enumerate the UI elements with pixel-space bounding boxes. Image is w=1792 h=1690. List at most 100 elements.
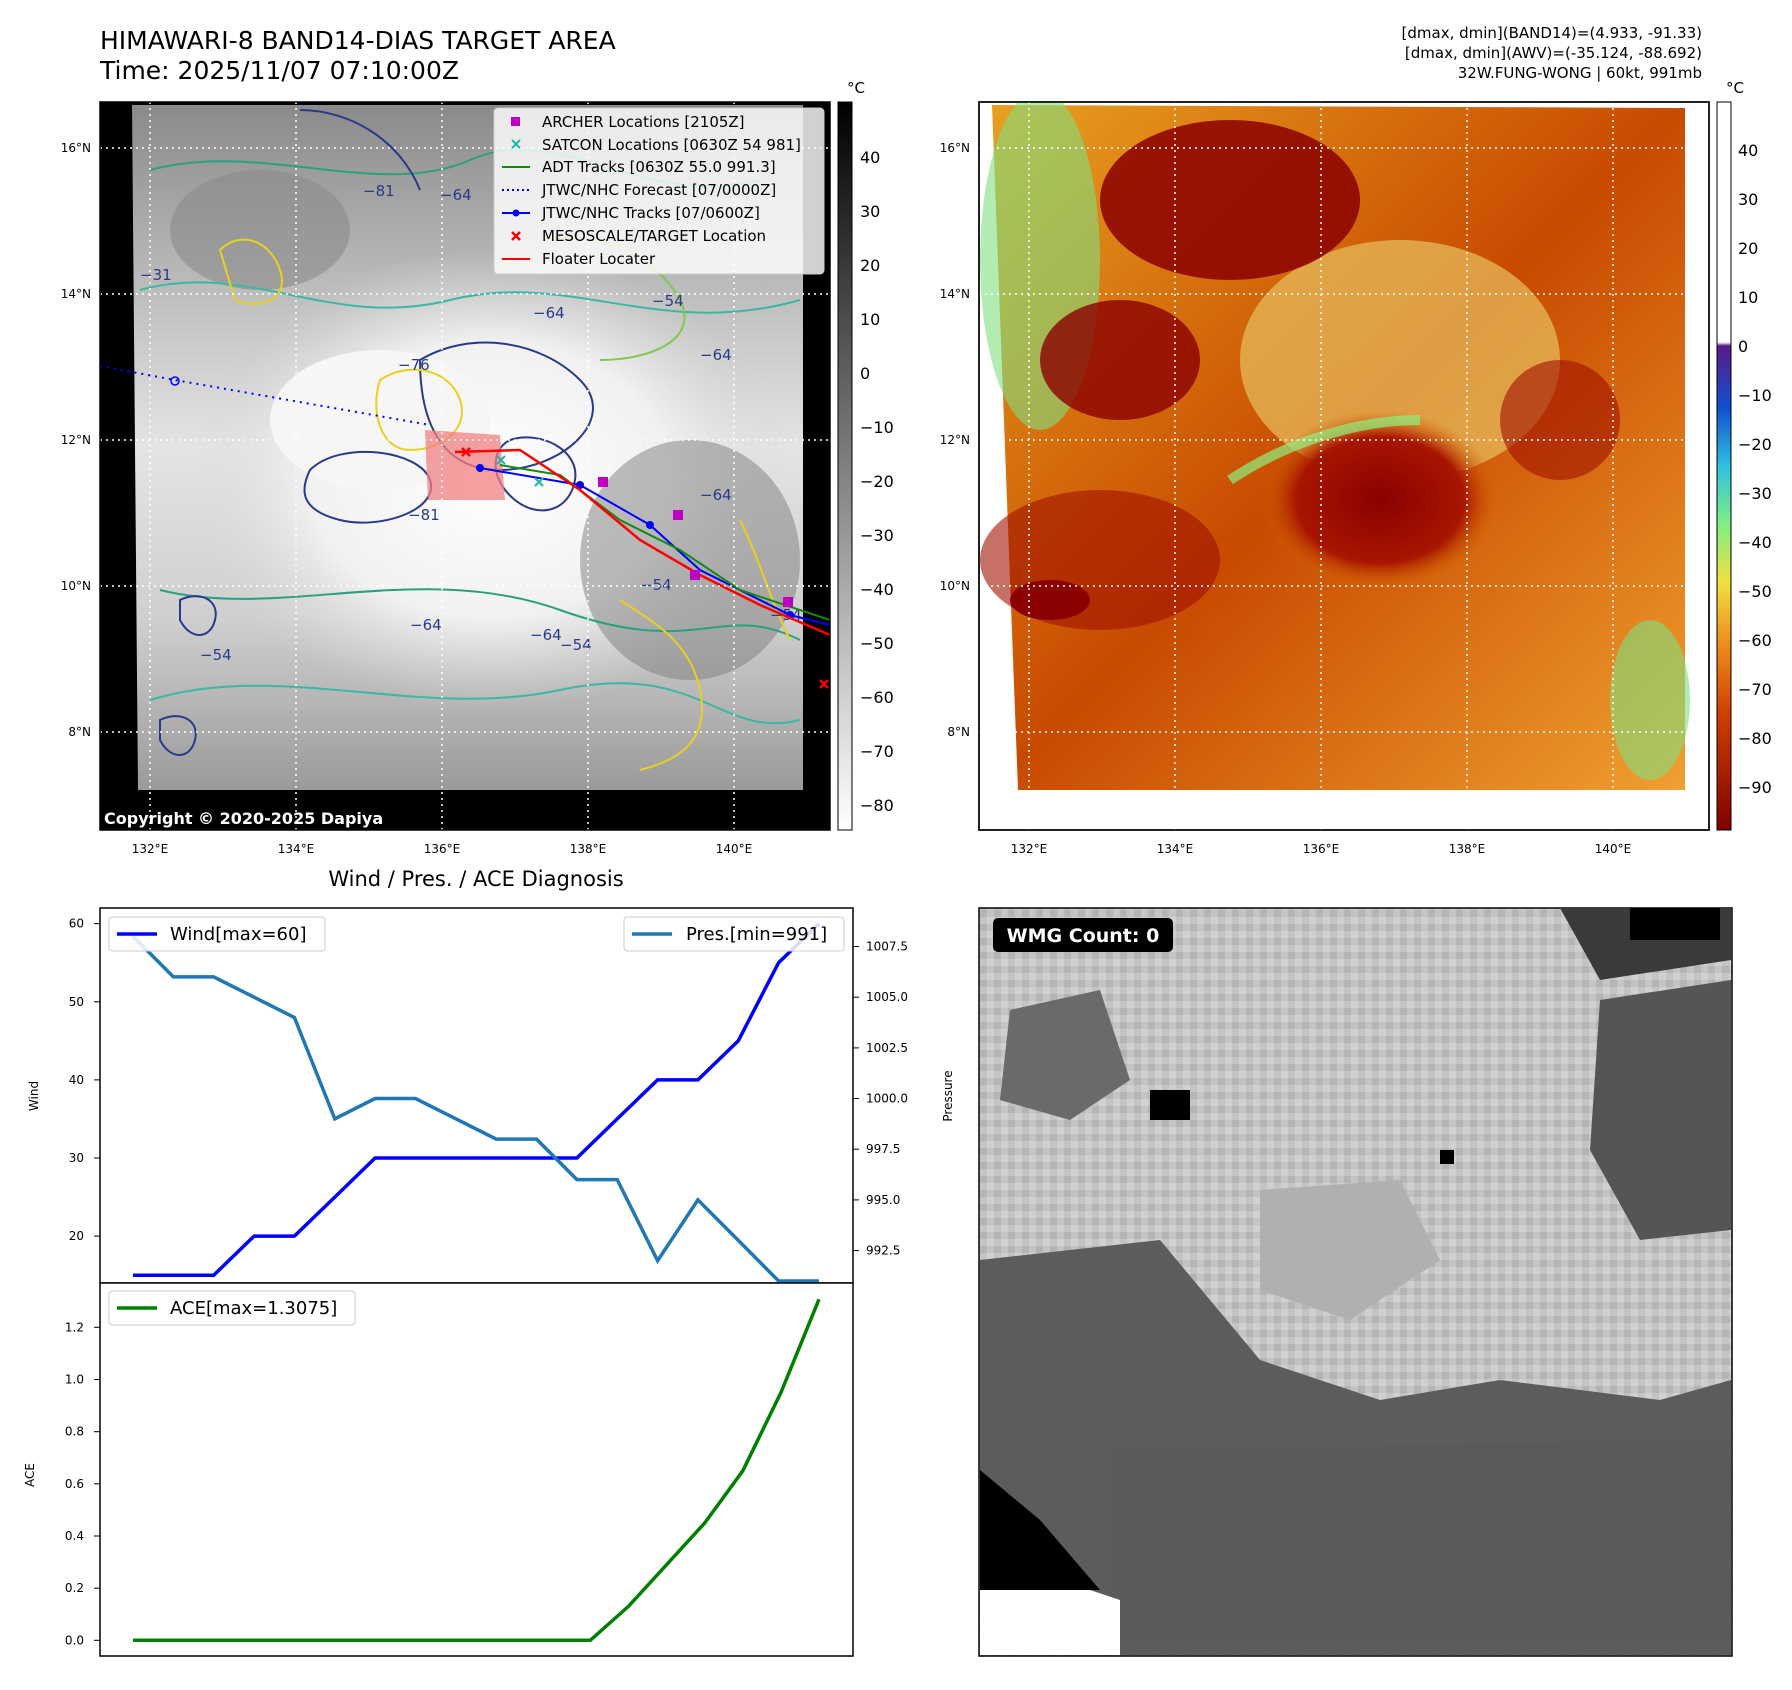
awv-lon-label: 140°E (1595, 842, 1632, 856)
info-awv-range: [dmax, dmin](AWV)=(-35.124, -88.692) (1404, 44, 1702, 62)
wind-legend-label: Wind[max=60] (170, 924, 307, 945)
wind-legend: Wind[max=60] (108, 916, 326, 952)
awv-cbar-tick: 40 (1738, 141, 1758, 160)
awv-lat-label: 12°N (940, 433, 970, 447)
legend-archer-label: ARCHER Locations [2105Z] (542, 113, 745, 131)
ir-lon-labels: 132°E 134°E 136°E 138°E 140°E (132, 842, 753, 856)
axis-tick-label: 0.8 (65, 1425, 84, 1439)
contour-label: −54 (200, 646, 232, 664)
ir-colorbar-unit: °C (847, 79, 865, 97)
ir-lon-label: 132°E (132, 842, 169, 856)
ir-lon-label: 136°E (424, 842, 461, 856)
axis-tick-label: 1007.5 (866, 940, 908, 954)
legend-adt-label: ADT Tracks [0630Z 55.0 991.3] (542, 158, 776, 176)
legend-satcon-label: SATCON Locations [0630Z 54 981] (542, 136, 801, 154)
pressure-series-line (131, 935, 819, 1283)
awv-colorbar-unit: °C (1726, 79, 1744, 97)
awv-cbar-tick: 10 (1738, 288, 1758, 307)
ir-lat-label: 8°N (68, 725, 91, 739)
awv-colorbar: °C 40 30 20 10 0 −10 −20 −30 −40 −50 −60… (1716, 79, 1772, 831)
awv-cbar-tick: −60 (1738, 631, 1772, 650)
wmg-panel: WMG Count: 0 (978, 907, 1733, 1657)
axis-tick-label: 992.5 (866, 1244, 900, 1258)
axis-tick-label: 0.2 (65, 1581, 84, 1595)
ir-cbar-tick: 20 (860, 256, 880, 275)
ir-cbar-tick: −60 (860, 688, 894, 707)
axis-tick-label: 40 (69, 1073, 84, 1087)
ir-cbar-tick: −30 (860, 526, 894, 545)
legend-archer-icon (511, 117, 520, 126)
awv-cbar-tick: 20 (1738, 239, 1758, 258)
awv-cbar-tick: −80 (1738, 729, 1772, 748)
axis-tick-label: 1005.0 (866, 990, 908, 1004)
awv-lon-label: 136°E (1303, 842, 1340, 856)
legend-floater-label: Floater Locater (542, 250, 656, 268)
ir-cbar-tick: −80 (860, 796, 894, 815)
awv-cbar-tick: −20 (1738, 435, 1772, 454)
contour-label: −81 (408, 506, 440, 524)
awv-lat-label: 8°N (947, 725, 970, 739)
wind-ticks: 60 50 40 30 20 (69, 917, 100, 1243)
ir-cbar-tick: −10 (860, 418, 894, 437)
awv-cbar-tick: −40 (1738, 533, 1772, 552)
axis-tick-label: 0.4 (65, 1529, 84, 1543)
awv-lon-label: 138°E (1449, 842, 1486, 856)
awv-lon-labels: 132°E 134°E 136°E 138°E 140°E (1011, 842, 1632, 856)
ir-lat-label: 14°N (61, 287, 91, 301)
ir-lat-label: 16°N (61, 141, 91, 155)
legend-satcon-icon (511, 139, 521, 149)
figure-time: Time: 2025/11/07 07:10:00Z (100, 56, 459, 85)
ir-lon-label: 138°E (570, 842, 607, 856)
axis-tick-label: 60 (69, 917, 84, 931)
awv-lat-labels: 16°N 14°N 12°N 10°N 8°N (940, 141, 970, 739)
contour-label: −64 (440, 186, 472, 204)
ir-cbar-tick: 40 (860, 148, 880, 167)
pressure-legend-label: Pres.[min=991] (686, 924, 827, 945)
ir-lat-label: 10°N (61, 579, 91, 593)
axis-tick-label: 30 (69, 1151, 84, 1165)
awv-lat-label: 14°N (940, 287, 970, 301)
wind-axis-label: Wind (27, 1081, 41, 1111)
axis-tick-label: 1.2 (65, 1320, 84, 1334)
pressure-ticks: 1007.5 1005.0 1002.5 1000.0 997.5 995.0 992.5 (853, 940, 908, 1258)
awv-cbar-tick: −50 (1738, 582, 1772, 601)
ir-cbar-tick: −70 (860, 742, 894, 761)
wind-series-line (133, 922, 821, 1277)
axis-tick-label: 1.0 (65, 1373, 84, 1387)
wind-pressure-chart: 60 50 40 30 20 1007.5 1005.0 1002.5 1000.0 997.5… (27, 907, 955, 1284)
awv-lat-label: 16°N (940, 141, 970, 155)
contour-label: −31 (140, 266, 172, 284)
awv-cbar-tick: 30 (1738, 190, 1758, 209)
legend-mesoscale-label: MESOSCALE/TARGET Location (542, 227, 766, 245)
ir-map-legend: ARCHER Locations [2105Z] SATCON Location… (493, 107, 825, 275)
contour-label: −76 (398, 356, 430, 374)
awv-lon-label: 134°E (1157, 842, 1194, 856)
wmg-count-label: WMG Count: 0 (1007, 925, 1160, 947)
figure-title: HIMAWARI-8 BAND14-DIAS TARGET AREA (100, 26, 616, 55)
pressure-legend: Pres.[min=991] (623, 916, 845, 952)
ir-cbar-tick: −40 (860, 580, 894, 599)
contour-label: −64 (533, 304, 565, 322)
contour-label: −54 (652, 292, 684, 310)
awv-cbar-tick: 0 (1738, 337, 1748, 356)
contour-label: −81 (363, 182, 395, 200)
ir-cbar-tick: 0 (860, 364, 870, 383)
awv-map-panel (978, 101, 1710, 831)
axis-tick-label: 50 (69, 995, 84, 1009)
axis-tick-label: 995.0 (866, 1193, 900, 1207)
ir-cbar-tick: −20 (860, 472, 894, 491)
ir-lat-labels: 16°N 14°N 12°N 10°N 8°N (61, 141, 91, 739)
ir-lat-label: 12°N (61, 433, 91, 447)
contour-label: −64 (700, 346, 732, 364)
ir-cbar-tick: 30 (860, 202, 880, 221)
ace-ticks: 1.2 1.0 0.8 0.6 0.4 0.2 0.0 (65, 1320, 100, 1647)
copyright: Copyright © 2020-2025 Dapiya (104, 809, 383, 828)
pressure-axis-label: Pressure (941, 1070, 955, 1121)
ace-legend-label: ACE[max=1.3075] (170, 1298, 337, 1319)
awv-cbar-tick: −10 (1738, 386, 1772, 405)
axis-tick-label: 0.6 (65, 1477, 84, 1491)
legend-jtwc-icon (502, 209, 530, 217)
axis-tick-label: 997.5 (866, 1142, 900, 1156)
ace-legend: ACE[max=1.3075] (108, 1290, 356, 1326)
